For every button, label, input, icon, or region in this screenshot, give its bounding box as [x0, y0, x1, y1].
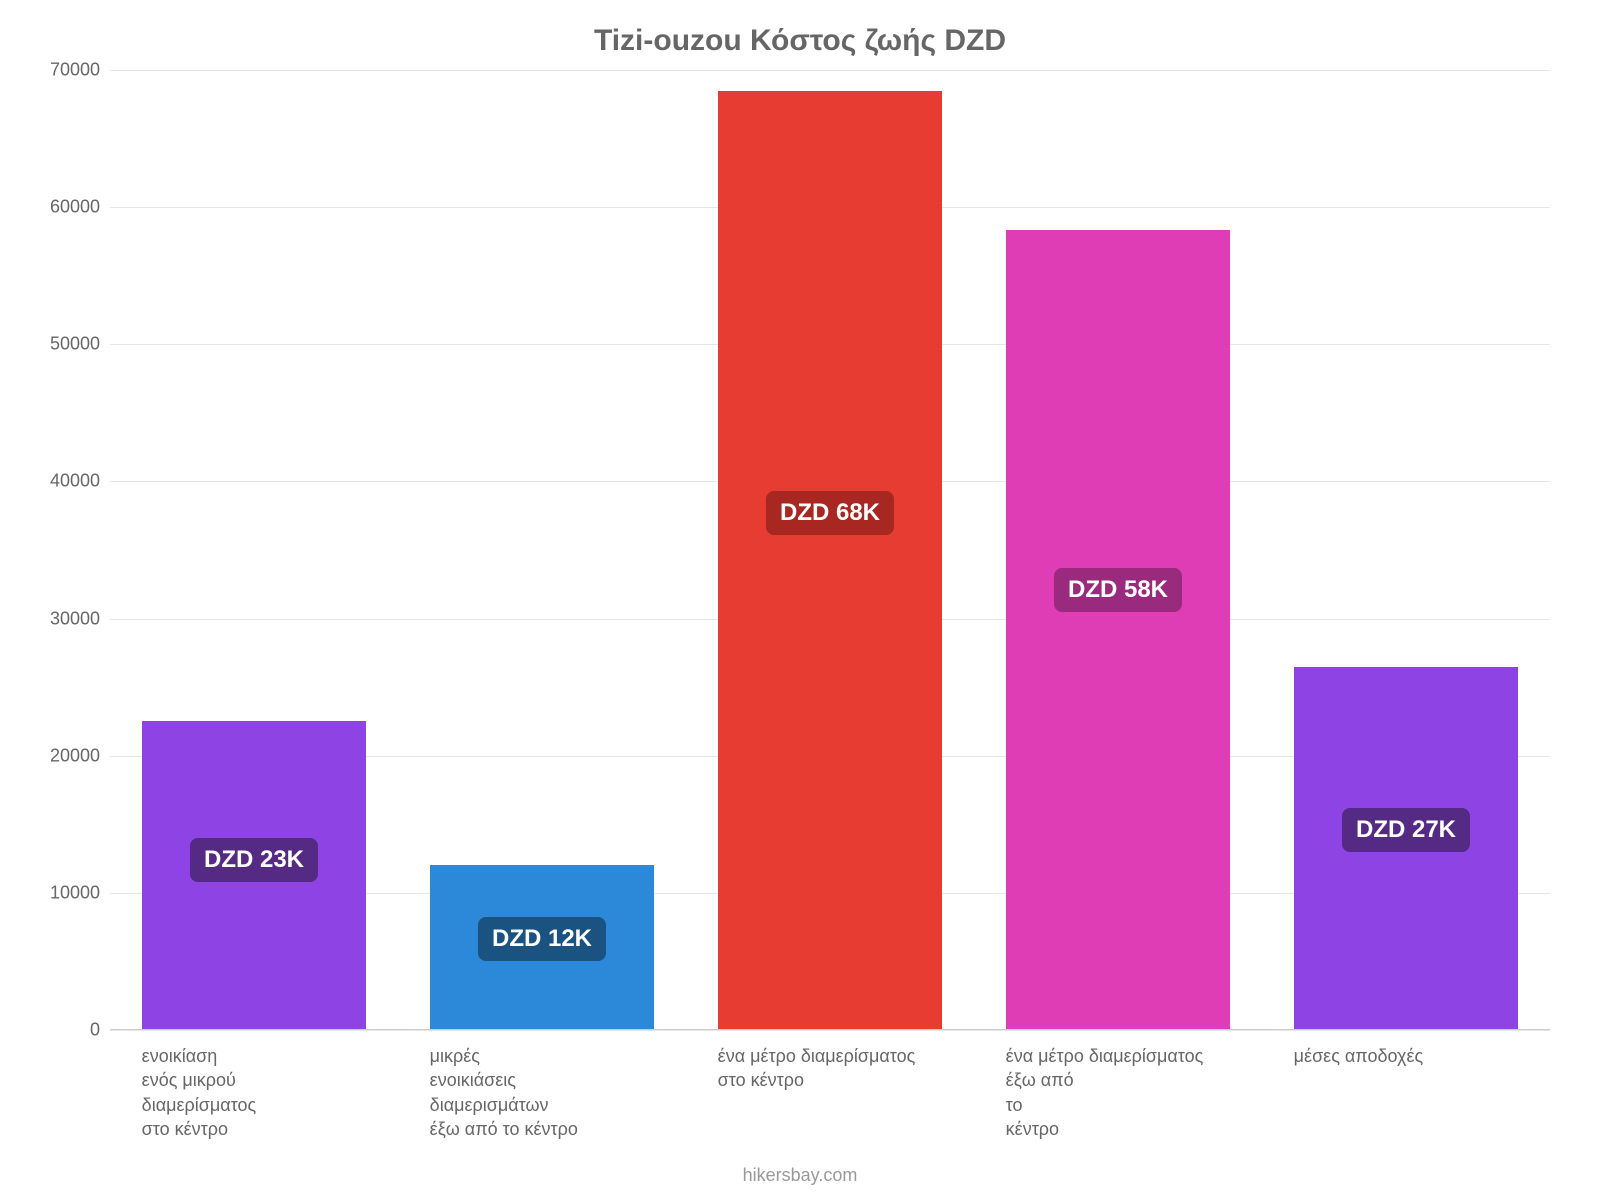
x-tick-label: ενοικίαση ενός μικρού διαμερίσματος στο …	[142, 1044, 367, 1141]
chart-title: Tizi-ouzou Κόστος ζωής DZD	[0, 24, 1600, 58]
y-tick-label: 30000	[15, 608, 100, 629]
chart-container: Tizi-ouzou Κόστος ζωής DZD 0100002000030…	[0, 0, 1600, 1200]
y-tick-label: 40000	[15, 471, 100, 492]
value-badge: DZD 68K	[766, 491, 894, 535]
y-tick-label: 50000	[15, 334, 100, 355]
value-badge: DZD 27K	[1342, 808, 1470, 852]
y-tick-label: 70000	[15, 60, 100, 81]
x-tick-label: ένα μέτρο διαμερίσματος στο κέντρο	[718, 1044, 943, 1093]
bar	[718, 91, 943, 1030]
plot-inner: 010000200003000040000500006000070000DZD …	[110, 70, 1550, 1030]
y-tick-label: 0	[15, 1020, 100, 1041]
x-tick-label: ένα μέτρο διαμερίσματος έξω από το κέντρ…	[1006, 1044, 1231, 1141]
value-badge: DZD 58K	[1054, 568, 1182, 612]
gridline	[110, 70, 1550, 71]
bar	[1006, 230, 1231, 1030]
value-badge: DZD 12K	[478, 917, 606, 961]
value-badge: DZD 23K	[190, 838, 318, 882]
y-tick-label: 60000	[15, 197, 100, 218]
y-tick-label: 10000	[15, 882, 100, 903]
attribution: hikersbay.com	[0, 1165, 1600, 1186]
x-tick-label: μικρές ενοικιάσεις διαμερισμάτων έξω από…	[430, 1044, 655, 1141]
x-axis-line	[110, 1029, 1550, 1030]
y-tick-label: 20000	[15, 745, 100, 766]
plot-area: 010000200003000040000500006000070000DZD …	[110, 70, 1550, 1030]
gridline	[110, 1030, 1550, 1031]
x-tick-label: μέσες αποδοχές	[1294, 1044, 1519, 1068]
